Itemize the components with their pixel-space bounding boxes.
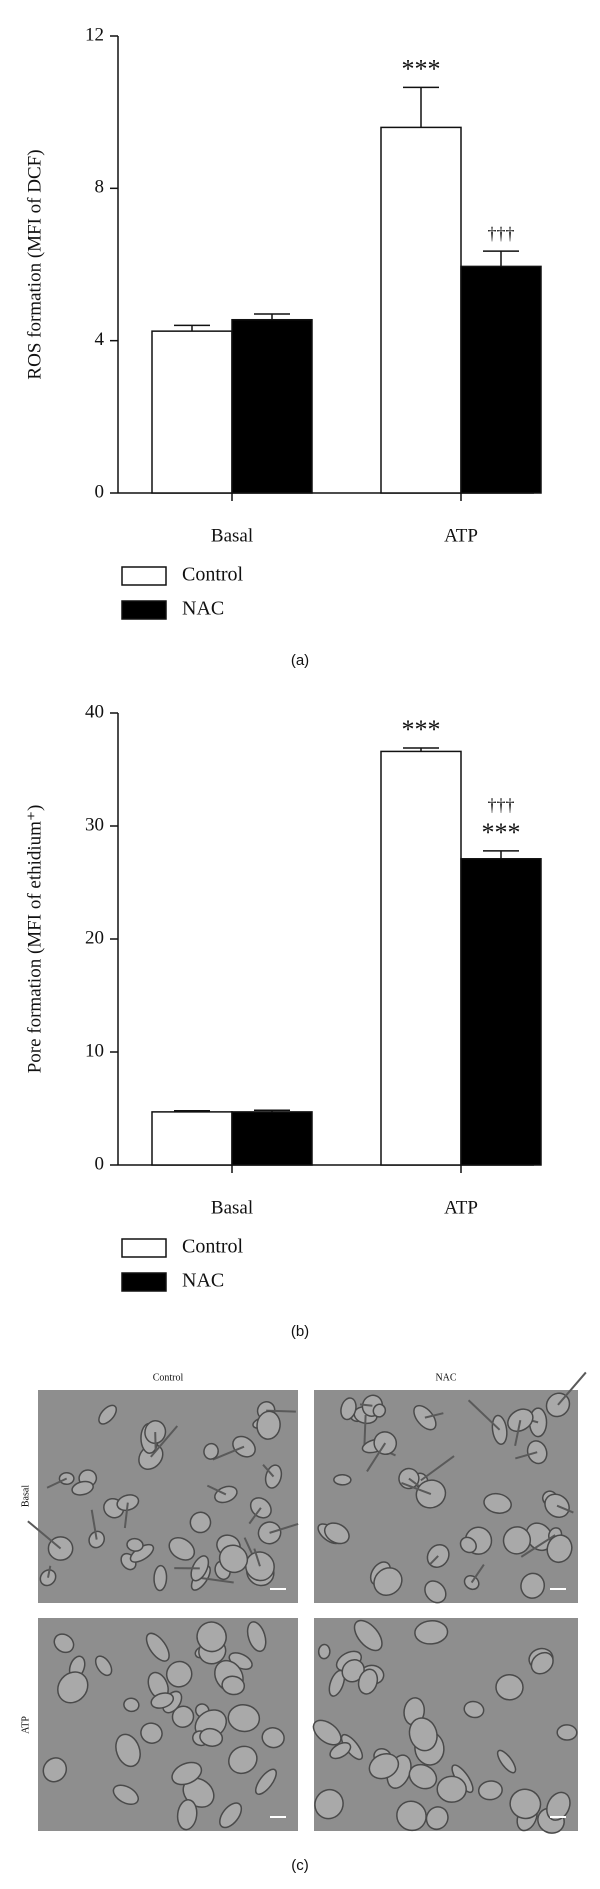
legend-swatch bbox=[122, 1239, 166, 1257]
y-tick-label: 40 bbox=[85, 701, 104, 722]
micrograph bbox=[38, 1617, 298, 1831]
cell bbox=[154, 1565, 167, 1590]
x-tick-label: Basal bbox=[211, 525, 253, 546]
y-axis-label: Pore formation (MFI of ethidium⁺) bbox=[24, 805, 45, 1074]
cell-process bbox=[360, 1404, 372, 1405]
y-axis-label: ROS formation (MFI of DCF) bbox=[24, 149, 45, 379]
x-tick-label: ATP bbox=[444, 1197, 478, 1218]
legend-label: NAC bbox=[182, 1270, 224, 1292]
significance-label: ††† bbox=[488, 223, 515, 243]
row-label: Basal bbox=[20, 1485, 31, 1507]
y-tick-label: 0 bbox=[95, 481, 105, 502]
legend-label: Control bbox=[182, 564, 244, 586]
y-tick-label: 10 bbox=[85, 1040, 104, 1061]
micrograph bbox=[314, 1372, 586, 1606]
bar bbox=[381, 127, 461, 493]
legend-swatch bbox=[122, 1273, 166, 1291]
y-tick-label: 20 bbox=[85, 927, 104, 948]
cell bbox=[495, 1674, 523, 1700]
bar bbox=[381, 751, 461, 1165]
bar bbox=[152, 331, 232, 493]
column-label: Control bbox=[153, 1372, 184, 1383]
legend-label: Control bbox=[182, 1236, 244, 1258]
x-tick-label: Basal bbox=[211, 1197, 253, 1218]
y-tick-label: 8 bbox=[95, 177, 105, 198]
bar bbox=[152, 1112, 232, 1165]
legend-swatch bbox=[122, 567, 166, 585]
y-tick-label: 0 bbox=[95, 1153, 105, 1174]
cell bbox=[318, 1644, 330, 1659]
cell bbox=[334, 1475, 351, 1485]
legend-swatch bbox=[122, 601, 166, 619]
significance-label: *** bbox=[402, 54, 441, 83]
y-tick-label: 4 bbox=[95, 329, 105, 350]
panel-caption: (a) bbox=[291, 652, 309, 669]
significance-label: *** bbox=[402, 715, 441, 744]
bar bbox=[461, 266, 541, 493]
row-label: ATP bbox=[20, 1716, 31, 1734]
panel-caption: (b) bbox=[291, 1323, 309, 1340]
micrograph bbox=[28, 1390, 298, 1603]
bar bbox=[232, 320, 312, 493]
x-tick-label: ATP bbox=[444, 525, 478, 546]
column-label: NAC bbox=[435, 1372, 456, 1383]
bar bbox=[461, 859, 541, 1165]
bar bbox=[232, 1112, 312, 1165]
panel-caption: (c) bbox=[291, 1857, 309, 1874]
significance-label: *** bbox=[482, 818, 521, 847]
cell bbox=[437, 1776, 467, 1803]
y-tick-label: 30 bbox=[85, 814, 104, 835]
legend-label: NAC bbox=[182, 598, 224, 620]
significance-label: ††† bbox=[488, 795, 515, 815]
cell bbox=[557, 1725, 577, 1741]
micrograph bbox=[309, 1616, 578, 1838]
y-tick-label: 12 bbox=[85, 24, 104, 45]
